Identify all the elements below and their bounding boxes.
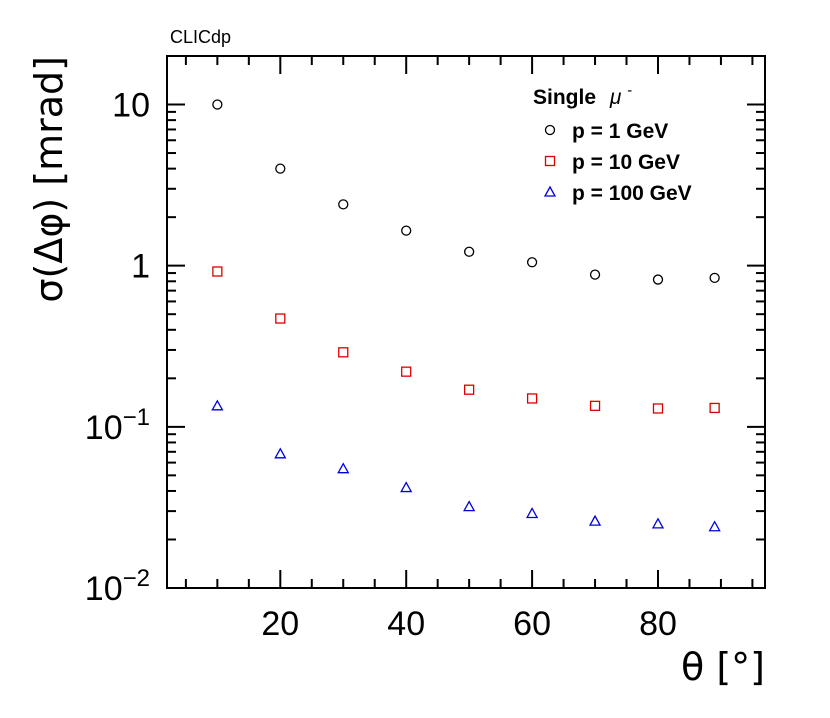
data-point [401, 366, 412, 377]
data-point [211, 399, 224, 411]
legend-label: p = 100 GeV [572, 182, 692, 205]
data-point [708, 520, 721, 532]
x-axis-title: θ [°] [681, 645, 765, 689]
data-point [589, 269, 601, 280]
y-tick-label: 1 [131, 248, 150, 286]
legend-marker [544, 124, 556, 136]
data-point [275, 163, 286, 174]
data-point [463, 384, 475, 395]
x-tick-label: 80 [639, 605, 677, 643]
legend-marker [544, 155, 556, 167]
legend-title-text: Single [533, 86, 596, 109]
y-tick-label: 10−2 [85, 565, 150, 608]
legend-title-superscript: - [627, 82, 632, 99]
data-point [589, 400, 601, 411]
data-point [275, 313, 286, 324]
legend-title-symbol: μ [609, 86, 622, 109]
data-point [337, 462, 350, 474]
legend-entries: p = 1 GeV p = 10 GeV p = 100 GeV [543, 120, 692, 205]
y-axis-title: σ(Δφ) [mrad] [27, 56, 71, 303]
data-point [525, 507, 539, 519]
data-point [212, 99, 223, 110]
legend-entry: p = 10 GeV [544, 151, 680, 174]
legend-label: p = 10 GeV [572, 151, 680, 174]
legend-title: Single μ - [533, 82, 632, 109]
x-axis-ticks [184, 56, 754, 588]
data-point [652, 274, 664, 285]
plot-frame [166, 55, 766, 589]
data-point [401, 225, 412, 236]
series-1 [212, 99, 720, 285]
x-tick-label: 40 [387, 605, 425, 643]
series-2 [212, 266, 720, 414]
legend: Single μ - p = 1 GeV p = 10 GeV p = 100 Ge… [533, 82, 692, 205]
data-point [400, 481, 413, 493]
data-point [709, 272, 720, 284]
legend-label: p = 1 GeV [572, 120, 668, 143]
data-point [652, 403, 664, 414]
x-tick-label: 20 [261, 605, 299, 643]
legend-entry: p = 1 GeV [544, 120, 668, 143]
data-point [274, 447, 287, 459]
data-point [588, 514, 602, 526]
y-axis-ticks [167, 55, 765, 589]
data-point [463, 500, 476, 512]
data-points [211, 99, 721, 532]
data-point [338, 199, 349, 210]
y-tick-label-base: 1 [131, 248, 150, 286]
y-tick-label-base: 10 [85, 570, 123, 608]
x-tick-label: 60 [513, 605, 551, 643]
legend-entry: p = 100 GeV [543, 182, 692, 205]
series-3 [211, 399, 721, 532]
data-point [651, 517, 665, 529]
y-tick-label-base: 10 [112, 87, 150, 125]
data-point [212, 266, 223, 277]
legend-marker [543, 185, 557, 197]
data-point [526, 393, 538, 404]
data-point [338, 347, 349, 358]
y-tick-label-base: 10 [85, 409, 123, 447]
data-point [526, 257, 538, 268]
data-point [709, 402, 720, 414]
y-tick-label-exponent: −1 [123, 404, 150, 431]
corner-label: CLICdp [170, 27, 231, 47]
y-tick-label-exponent: −2 [123, 565, 150, 592]
data-point [463, 246, 475, 257]
y-tick-label: 10 [112, 87, 150, 125]
x-axis-tick-labels: 20 40 60 80 [261, 605, 677, 643]
y-tick-label: 10−1 [85, 404, 150, 447]
